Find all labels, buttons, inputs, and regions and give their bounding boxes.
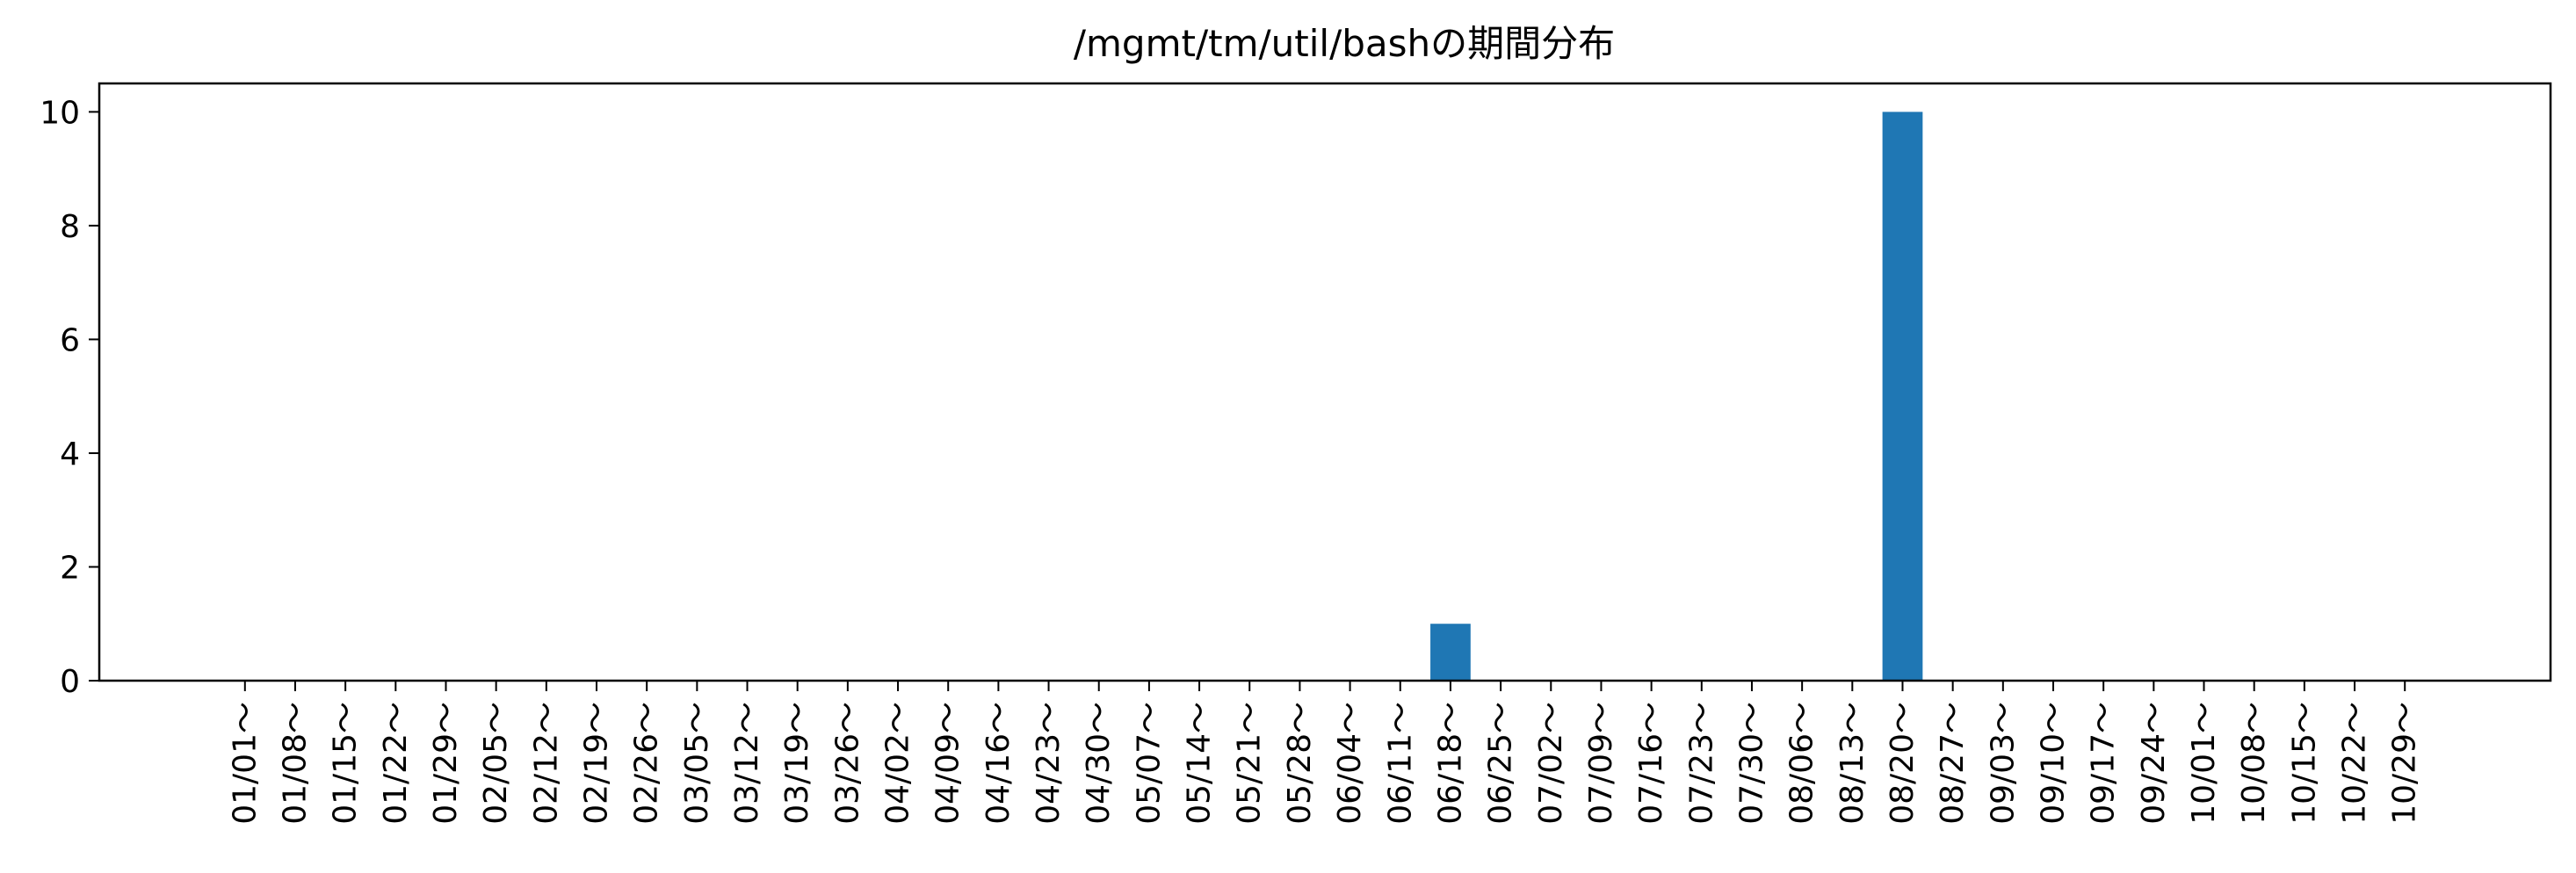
y-tick-label: 10: [40, 95, 80, 131]
x-tick-label: 02/05～: [478, 702, 514, 825]
x-tick-label: 03/12～: [729, 702, 765, 825]
x-tick-label: 07/30～: [1733, 702, 1769, 825]
x-tick-label: 08/13～: [1834, 702, 1870, 825]
plot-frame: [98, 82, 2552, 682]
x-tick-label: 03/26～: [829, 702, 865, 825]
x-tick-label: 06/11～: [1382, 702, 1418, 825]
x-tick-label: 02/12～: [528, 702, 564, 825]
x-tick-label: 08/27～: [1935, 702, 1971, 825]
x-tick-label: 03/05～: [679, 702, 715, 825]
bar-06/18～: [1430, 624, 1471, 681]
x-tick-label: 06/04～: [1332, 702, 1368, 825]
x-tick-label: 09/03～: [1985, 702, 2021, 825]
x-tick-label: 03/19～: [779, 702, 815, 825]
y-tick-label: 2: [60, 550, 80, 586]
x-tick-label: 10/01～: [2186, 702, 2222, 825]
y-axis: 0 2 4 6 8 10: [40, 95, 99, 700]
y-tick-label: 0: [60, 664, 80, 700]
x-tick-label: 07/09～: [1583, 702, 1619, 825]
x-tick-label: 04/30～: [1081, 702, 1117, 825]
x-tick-label: 05/21～: [1232, 702, 1268, 825]
x-tick-label: 08/06～: [1784, 702, 1820, 825]
x-tick-label: 05/14～: [1182, 702, 1218, 825]
x-tick-label: 01/29～: [428, 702, 464, 825]
x-tick-label: 06/25～: [1483, 702, 1519, 825]
x-tick-label: 07/02～: [1533, 702, 1569, 825]
x-tick-label: 01/08～: [277, 702, 313, 825]
x-tick-label: 01/15～: [328, 702, 364, 825]
x-axis: 01/01～ 01/08～ 01/15～ 01/22～ 01/29～ 02/05～ 02/1…: [227, 681, 2423, 825]
x-tick-label: 02/26～: [629, 702, 665, 825]
y-tick-label: 8: [60, 209, 80, 245]
x-tick-label: 01/22～: [378, 702, 414, 825]
x-tick-label: 04/23～: [1031, 702, 1067, 825]
x-tick-label: 06/18～: [1432, 702, 1468, 825]
x-tick-label: 09/17～: [2086, 702, 2122, 825]
x-tick-label: 10/15～: [2286, 702, 2322, 825]
x-tick-label: 09/10～: [2035, 702, 2071, 825]
bar-08/20～: [1882, 112, 1923, 681]
x-tick-label: 05/07～: [1131, 702, 1167, 825]
x-tick-label: 01/01～: [227, 702, 263, 825]
y-tick-label: 6: [60, 322, 80, 358]
x-tick-label: 10/08～: [2236, 702, 2272, 825]
x-tick-label: 02/19～: [579, 702, 615, 825]
x-tick-label: 10/29～: [2387, 702, 2423, 825]
x-tick-label: 05/28～: [1282, 702, 1318, 825]
x-tick-label: 07/23～: [1683, 702, 1719, 825]
x-tick-label: 07/16～: [1633, 702, 1669, 825]
bars-group: [1430, 112, 1923, 681]
x-tick-label: 04/02～: [880, 702, 916, 825]
y-tick-label: 4: [60, 436, 80, 473]
x-tick-label: 04/16～: [980, 702, 1017, 825]
x-tick-label: 09/24～: [2136, 702, 2172, 825]
x-tick-label: 08/20～: [1885, 702, 1921, 825]
x-tick-label: 10/22～: [2337, 702, 2373, 825]
x-tick-label: 04/09～: [930, 702, 966, 825]
chart-title: /mgmt/tm/util/bashの期間分布: [1074, 22, 1615, 65]
